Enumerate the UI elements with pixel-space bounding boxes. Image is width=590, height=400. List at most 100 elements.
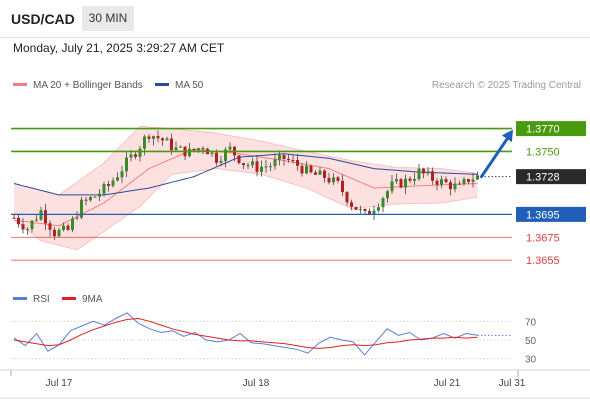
candle-body <box>264 166 268 168</box>
candle-body <box>12 217 16 219</box>
candle-body <box>368 210 371 215</box>
candle-body <box>386 191 389 199</box>
rsi-legend-swatch <box>13 297 27 300</box>
bollinger-swatch <box>13 82 27 86</box>
candle-body <box>390 181 394 192</box>
interval-button[interactable]: 30 MIN <box>82 6 134 31</box>
candle-body <box>89 196 92 201</box>
candle-body <box>476 175 479 180</box>
rsi-legend-label: RSI <box>33 294 50 305</box>
candle-body <box>372 210 376 215</box>
candle-body <box>57 229 61 237</box>
rsi-tick-label: 70 <box>525 317 537 328</box>
candle-body <box>413 179 416 181</box>
support-level-tag <box>516 206 586 222</box>
candle-body <box>75 217 79 219</box>
candle-body <box>134 154 137 157</box>
candle-body <box>201 148 205 150</box>
candle-body <box>278 155 281 160</box>
candle-body <box>71 218 74 230</box>
candle-body <box>435 180 439 185</box>
candle-body <box>174 147 178 151</box>
candle-body <box>422 168 425 174</box>
candle-body <box>417 168 421 180</box>
time-tick-label: Jul 18 <box>243 378 270 389</box>
candle-body <box>224 149 227 161</box>
time-tick-label: Jul 21 <box>434 378 461 389</box>
candle-body <box>345 192 349 203</box>
candle-body <box>300 165 304 174</box>
candle-body <box>26 229 29 231</box>
time-tick-label: Jul 17 <box>46 378 73 389</box>
candle-body <box>102 184 106 194</box>
candle-body <box>327 177 331 183</box>
resistance-level-label: 1.3770 <box>526 124 560 136</box>
bollinger-lower-line <box>13 168 478 251</box>
candle-body <box>453 183 457 190</box>
rsi-tick-label: 50 <box>525 336 537 347</box>
candle-body <box>399 179 403 188</box>
candle-body <box>305 165 308 174</box>
candle-body <box>21 224 25 230</box>
candle-body <box>188 148 191 157</box>
candle-body <box>332 177 335 183</box>
candle-body <box>449 182 452 190</box>
candle-body <box>471 179 475 182</box>
candle-body <box>228 146 232 150</box>
candle-body <box>84 199 88 201</box>
candle-body <box>291 159 295 161</box>
candle-body <box>246 165 250 167</box>
candle-body <box>192 148 196 151</box>
datetime-label: Monday, July 21, 2025 3:29:27 AM CET <box>13 41 225 55</box>
time-tick-label: Jul 31 <box>499 378 526 389</box>
legend-ma50-label: MA 50 <box>175 80 204 91</box>
candle-body <box>458 183 461 185</box>
candle-body <box>323 170 326 178</box>
candle-body <box>336 177 340 181</box>
chart-header: USD/CAD 30 MIN <box>0 0 590 38</box>
candle-body <box>431 171 434 181</box>
candle-body <box>129 154 133 158</box>
candle-body <box>35 219 38 221</box>
candle-body <box>426 171 430 174</box>
candle-body <box>314 172 317 175</box>
candle-body <box>161 138 164 141</box>
candle-body <box>165 138 169 141</box>
symbol-label: USD/CAD <box>11 11 75 27</box>
candle-body <box>395 179 398 182</box>
resistance-level-tag <box>516 121 586 137</box>
candle-body <box>138 148 142 157</box>
candle-body <box>381 198 385 208</box>
candle-body <box>363 208 367 211</box>
candle-body <box>350 202 353 207</box>
candle-body <box>197 148 200 151</box>
candle-body <box>440 179 443 185</box>
candle-body <box>62 225 65 230</box>
candle-body <box>237 155 241 164</box>
candle-body <box>318 170 322 175</box>
candle-body <box>219 160 223 163</box>
candle-body <box>17 217 20 225</box>
candle-body <box>260 166 263 172</box>
candle-body <box>107 184 110 186</box>
rsi-ma-legend-swatch <box>62 297 76 300</box>
candle-body <box>93 196 97 198</box>
candle-body <box>467 179 470 182</box>
legend-bollinger-label: MA 20 + Bollinger Bands <box>33 80 143 91</box>
candle-body <box>30 220 34 230</box>
ma50-swatch <box>155 82 169 86</box>
candle-body <box>98 193 101 197</box>
candle-body <box>296 160 299 166</box>
candle-body <box>404 178 407 188</box>
candle-body <box>152 136 155 139</box>
support-level-label: 1.3695 <box>526 209 560 221</box>
candle-body <box>48 223 52 230</box>
candle-body <box>125 157 128 172</box>
candle-body <box>408 178 412 181</box>
candle-body <box>287 159 290 161</box>
rsi-tick-label: 30 <box>525 355 537 366</box>
candle-body <box>255 161 259 172</box>
legend-bollinger: MA 20 + Bollinger Bands <box>13 80 143 91</box>
candle-body <box>269 166 272 168</box>
